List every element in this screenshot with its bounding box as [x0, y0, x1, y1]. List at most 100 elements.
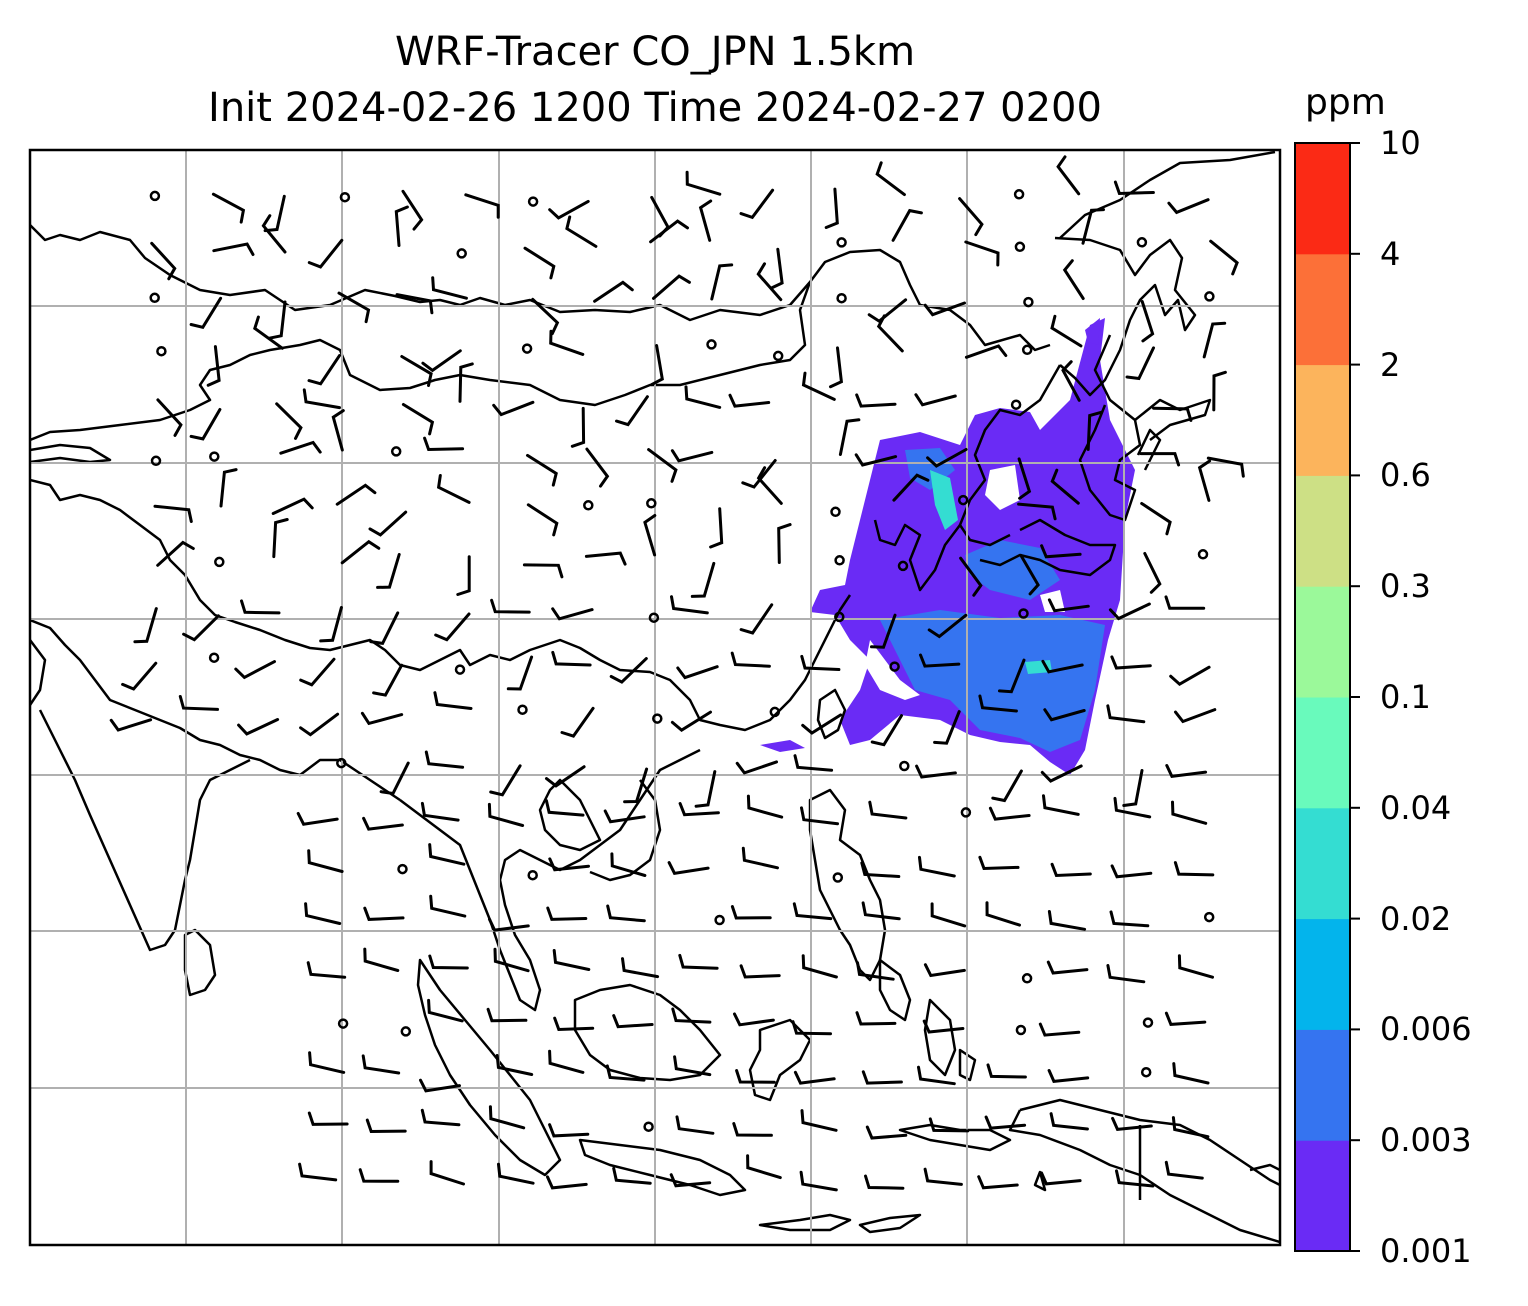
wind-barb — [1049, 1112, 1089, 1131]
wind-barb — [991, 769, 1023, 803]
wind-barb — [506, 655, 534, 691]
wind-barb — [487, 802, 525, 827]
wind-barb — [1017, 457, 1032, 500]
wind-barb — [1125, 346, 1155, 381]
colorbar-segment — [1295, 586, 1350, 698]
wind-barb — [855, 1011, 897, 1026]
wind-barb — [363, 947, 400, 972]
wind-barb — [650, 344, 664, 387]
wind-barb — [746, 1154, 782, 1180]
calm-wind-marker — [836, 237, 847, 248]
wind-barb — [860, 861, 901, 878]
wind-barb — [267, 300, 287, 340]
wind-barb — [263, 194, 286, 233]
wind-barb — [261, 214, 287, 254]
wind-barb — [584, 551, 627, 566]
wind-barb — [545, 765, 586, 788]
wind-barb — [570, 406, 586, 448]
wind-barb — [671, 1007, 712, 1024]
wind-barb — [800, 654, 841, 671]
wind-barb — [458, 362, 474, 403]
wind-barb — [730, 905, 772, 920]
wind-barb — [1113, 796, 1152, 819]
wind-barb — [593, 280, 634, 303]
wind-barb — [741, 846, 779, 870]
wind-barb — [615, 395, 649, 427]
wind-barb — [419, 1078, 461, 1093]
wind-barb — [684, 385, 722, 409]
calm-wind-marker — [214, 556, 225, 568]
wind-barb — [739, 603, 774, 635]
wind-barb — [685, 170, 722, 196]
wind-barb — [553, 1016, 595, 1032]
wind-barb — [1171, 1116, 1210, 1139]
calm-wind-marker — [648, 612, 660, 623]
wind-barb — [549, 329, 585, 356]
wind-barb — [735, 760, 778, 775]
calm-wind-marker — [1018, 608, 1029, 619]
calm-wind-marker — [1140, 1066, 1152, 1078]
wind-barb — [1056, 155, 1081, 196]
wind-barb — [420, 1108, 461, 1127]
wind-barb — [493, 947, 530, 973]
wind-barb — [746, 794, 784, 819]
calm-wind-marker — [836, 292, 847, 304]
wind-barb — [984, 1115, 1027, 1130]
wind-barb — [605, 1064, 646, 1082]
wind-barb — [669, 1173, 712, 1188]
wind-barb — [133, 607, 158, 644]
calm-wind-marker — [527, 869, 538, 881]
calm-wind-marker — [899, 760, 910, 772]
wind-barb — [829, 346, 844, 389]
wind-barb — [211, 192, 246, 224]
calm-wind-marker — [149, 190, 161, 202]
calm-wind-marker — [1014, 241, 1026, 253]
map-frame — [28, 148, 1282, 1247]
wind-barb — [1143, 552, 1162, 594]
wind-barb — [923, 301, 966, 317]
wind-barb — [1040, 544, 1082, 559]
wind-barb — [1206, 456, 1245, 478]
wind-barb — [988, 806, 1031, 821]
wind-barb — [741, 459, 777, 489]
wind-barb — [694, 770, 717, 808]
wind-barb — [652, 274, 691, 300]
wind-barb — [690, 561, 716, 598]
wind-barb — [1046, 960, 1089, 975]
gridlines — [30, 150, 1280, 1245]
calm-wind-marker — [527, 196, 539, 207]
wind-barb — [855, 393, 897, 408]
wind-barb — [544, 799, 585, 817]
wind-barb — [1164, 595, 1206, 610]
wind-barb — [1174, 708, 1217, 724]
wind-barb — [497, 1162, 535, 1185]
wind-barb — [307, 1111, 349, 1126]
wind-barb — [927, 613, 968, 639]
wind-barb — [777, 523, 792, 564]
wind-barb — [1152, 406, 1193, 422]
wind-barb — [621, 957, 660, 979]
wind-barb — [603, 809, 646, 824]
colorbar — [1295, 142, 1360, 1252]
wind-barb — [643, 514, 657, 557]
wind-barb — [1113, 180, 1155, 196]
wind-barb — [340, 539, 381, 565]
wind-barb — [710, 263, 734, 301]
wind-barb — [456, 555, 471, 596]
wind-barb — [551, 607, 594, 621]
wind-barb — [1040, 1171, 1082, 1186]
wind-barb — [400, 355, 433, 387]
calm-wind-marker — [400, 1026, 412, 1037]
wind-barb — [488, 1105, 526, 1130]
wind-barb — [335, 483, 377, 506]
wind-barb — [1212, 370, 1227, 412]
wind-barb — [868, 800, 908, 820]
wind-barb — [1172, 1062, 1210, 1085]
wind-barb — [838, 418, 861, 456]
wind-barb — [647, 448, 678, 483]
wind-barb — [156, 398, 183, 437]
wind-barb — [861, 1070, 903, 1085]
colorbar-segment — [1295, 1029, 1350, 1141]
wind-barb — [379, 761, 410, 796]
